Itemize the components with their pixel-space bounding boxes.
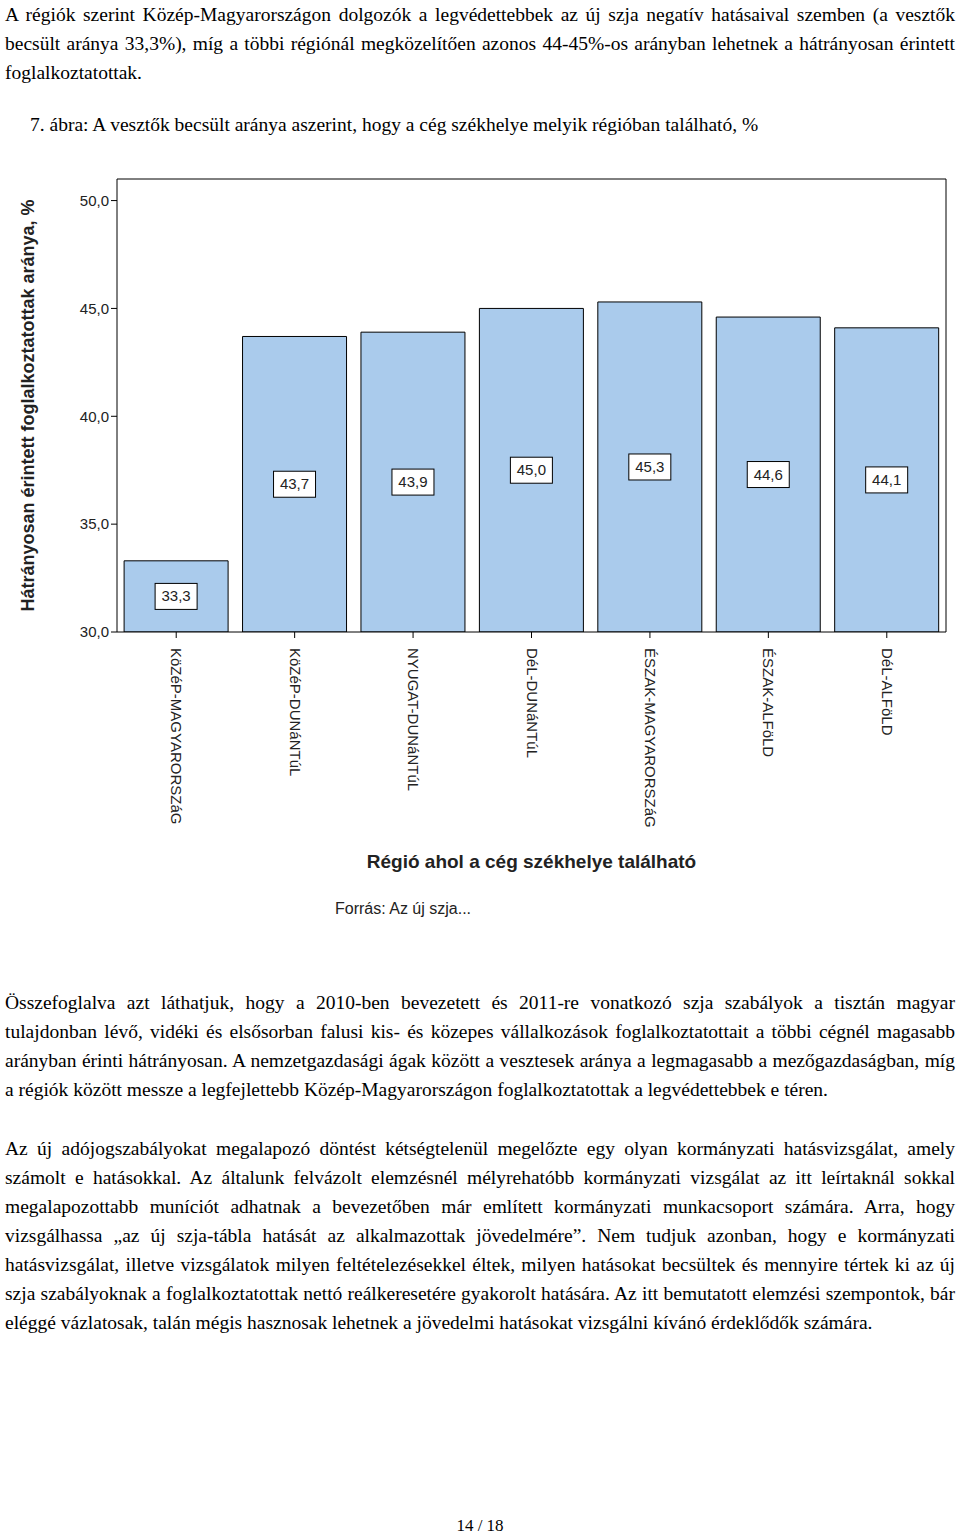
svg-text:DéL-ALFöLD: DéL-ALFöLD: [879, 648, 896, 736]
svg-text:43,7: 43,7: [280, 475, 309, 492]
svg-text:NYUGAT-DUNáNTúL: NYUGAT-DUNáNTúL: [405, 648, 422, 791]
svg-text:44,1: 44,1: [872, 471, 901, 488]
svg-text:KöZéP-MAGYARORSZáG: KöZéP-MAGYARORSZáG: [168, 648, 185, 824]
svg-text:45,0: 45,0: [517, 461, 546, 478]
html-text:A régiók szerint Közép-Magyaro: A régiók szerint Közép-Magyarországon do…: [5, 4, 955, 83]
svg-text:40,0: 40,0: [80, 408, 109, 425]
svg-text:43,9: 43,9: [398, 473, 427, 490]
svg-text:33,3: 33,3: [162, 587, 191, 604]
svg-text:Régió ahol a cég székhelye tal: Régió ahol a cég székhelye található: [367, 851, 696, 872]
html-text:Forrás: Az új szja...: Forrás: Az új szja...: [335, 900, 471, 917]
svg-text:45,0: 45,0: [80, 300, 109, 317]
svg-text:KöZéP-DUNáNTúL: KöZéP-DUNáNTúL: [287, 648, 304, 776]
svg-text:DéL-DUNáNTúL: DéL-DUNáNTúL: [524, 648, 541, 758]
html-text:14 / 18: 14 / 18: [456, 1516, 504, 1535]
svg-text:35,0: 35,0: [80, 515, 109, 532]
svg-text:Hátrányosan érintett foglalkoz: Hátrányosan érintett foglalkoztatottak a…: [18, 199, 38, 611]
html-text:7. ábra: A vesztők becsült ará: 7. ábra: A vesztők becsült aránya aszeri…: [30, 114, 759, 135]
svg-text:50,0: 50,0: [80, 192, 109, 209]
html-text:Összefoglalva azt láthatjuk, h: Összefoglalva azt láthatjuk, hogy a 2010…: [5, 992, 955, 1100]
svg-text:ÉSZAK-ALFöLD: ÉSZAK-ALFöLD: [760, 648, 777, 757]
svg-text:30,0: 30,0: [80, 623, 109, 640]
svg-text:45,3: 45,3: [635, 458, 664, 475]
svg-text:ÉSZAK-MAGYARORSZáG: ÉSZAK-MAGYARORSZáG: [642, 648, 659, 828]
html-text:Az új adójogszabályokat megala: Az új adójogszabályokat megalapozó dönté…: [5, 1138, 955, 1333]
svg-text:44,6: 44,6: [754, 466, 783, 483]
